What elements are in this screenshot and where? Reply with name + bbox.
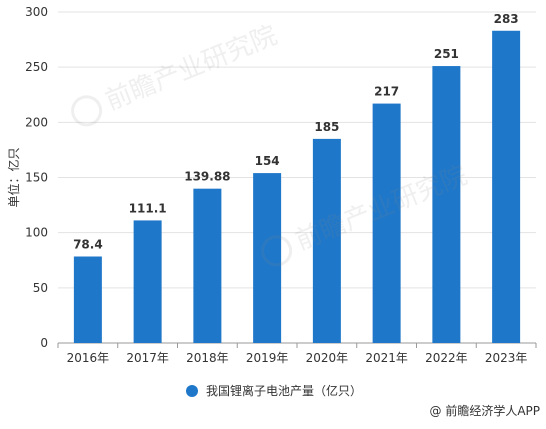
bar <box>73 256 102 343</box>
bar <box>492 30 521 344</box>
y-tick-label: 300 <box>25 5 48 19</box>
x-tick-label: 2020年 <box>306 351 349 365</box>
x-tick-label: 2022年 <box>425 351 468 365</box>
watermark-text: 前瞻产业研究院 <box>101 20 281 116</box>
data-label: 139.88 <box>184 170 230 184</box>
y-axis-label: 单位：亿只 <box>6 147 21 207</box>
y-tick-label: 0 <box>40 336 48 350</box>
x-tick-label: 2017年 <box>126 351 169 365</box>
bar <box>432 66 461 344</box>
x-tick-label: 2023年 <box>485 351 528 365</box>
data-label: 251 <box>434 47 459 61</box>
bar <box>193 188 222 343</box>
x-tick-label: 2019年 <box>246 351 289 365</box>
data-label: 154 <box>255 154 280 168</box>
watermark-logo-icon <box>261 235 293 267</box>
bar <box>372 103 401 344</box>
legend: 我国锂离子电池产量（亿只） <box>186 382 362 399</box>
y-tick-label: 50 <box>33 281 48 295</box>
data-label: 78.4 <box>73 237 103 251</box>
bar <box>312 138 341 343</box>
watermark: 前瞻产业研究院 <box>71 20 281 127</box>
bar <box>133 220 162 343</box>
y-tick-label: 200 <box>25 115 48 129</box>
data-label: 111.1 <box>129 201 167 215</box>
legend-label: 我国锂离子电池产量（亿只） <box>206 384 363 398</box>
y-tick-label: 250 <box>25 60 48 74</box>
source-note: @ 前瞻经济学人APP <box>429 404 541 418</box>
data-label: 283 <box>494 12 519 26</box>
x-tick-label: 2018年 <box>186 351 229 365</box>
legend-swatch <box>186 384 198 397</box>
data-label: 185 <box>314 120 339 134</box>
x-tick-label: 2021年 <box>365 351 408 365</box>
watermark-logo-icon <box>71 95 103 127</box>
data-label: 217 <box>374 85 399 99</box>
y-tick-label: 100 <box>25 226 48 240</box>
bar <box>253 173 282 343</box>
x-tick-label: 2016年 <box>67 351 110 365</box>
y-tick-label: 150 <box>25 171 48 185</box>
